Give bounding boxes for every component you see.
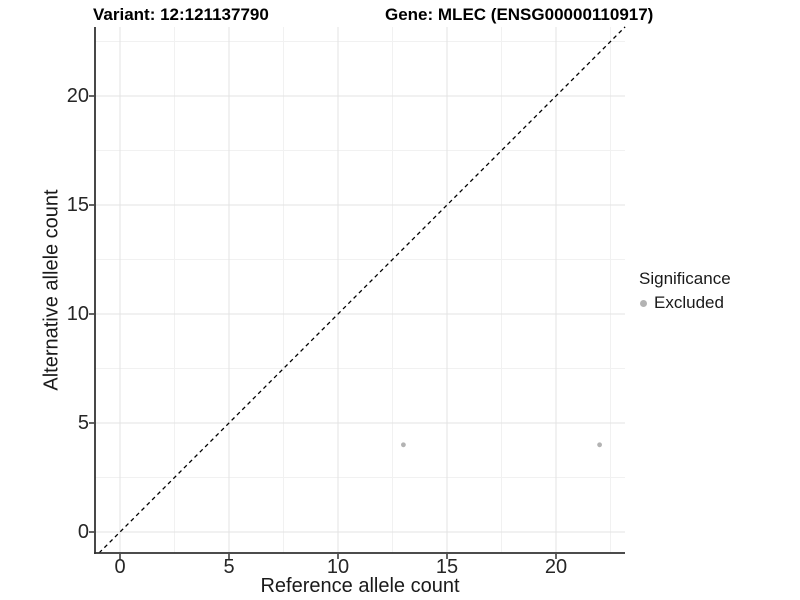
plot-title-variant: Variant: 12:121137790 [93, 5, 269, 24]
y-axis-title: Alternative allele count [40, 189, 63, 391]
y-tick-label: 20 [66, 85, 89, 107]
legend-item-label: Excluded [654, 293, 724, 312]
x-tick-label: 20 [544, 556, 568, 578]
x-axis-title: Reference allele count [260, 575, 460, 597]
legend-title: Significance [639, 269, 731, 288]
legend: Significance Excluded [639, 268, 731, 314]
legend-item-excluded: Excluded [639, 292, 731, 314]
identity-reference-line [98, 26, 626, 554]
x-tick-label: 15 [435, 556, 459, 578]
y-tick-label: 15 [66, 194, 89, 216]
y-tick-label: 5 [77, 412, 89, 434]
x-tick-label: 10 [326, 556, 350, 578]
data-point [597, 442, 602, 448]
plot-title-gene: Gene: MLEC (ENSG00000110917) [385, 5, 654, 24]
data-point [401, 442, 406, 448]
legend-point-icon [640, 299, 647, 307]
y-tick-label: 10 [66, 303, 89, 325]
x-tick-label: 5 [223, 556, 235, 578]
x-tick-label: 0 [114, 556, 126, 578]
y-tick-label: 0 [77, 521, 89, 543]
